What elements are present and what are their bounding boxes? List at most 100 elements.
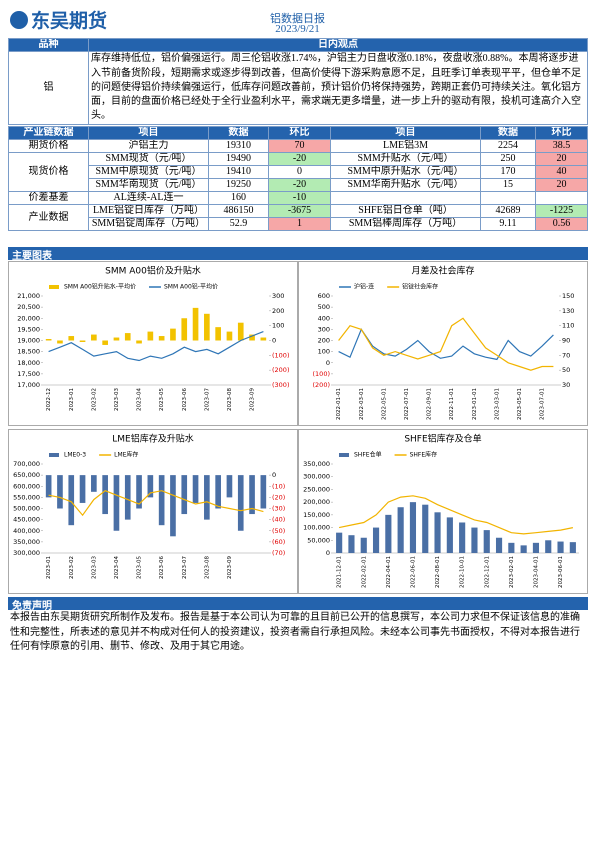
bar xyxy=(170,328,176,341)
legend-label: 沪铝-连 xyxy=(354,283,374,291)
change-cell: -20 xyxy=(268,178,331,192)
x-tick-label: 2023-09 xyxy=(227,556,233,579)
header-cell: 项目 xyxy=(330,126,481,140)
legend-swatch xyxy=(49,453,59,457)
header-cell: 环比 xyxy=(535,126,588,140)
bar xyxy=(204,313,210,341)
x-tick-label: 2021-12-01 xyxy=(337,556,343,588)
header-cell: 数据 xyxy=(480,126,536,140)
x-tick-label: 2023-04-01 xyxy=(533,556,539,588)
change-cell: -1225 xyxy=(535,204,588,218)
value-cell: 52.9 xyxy=(208,217,269,231)
report-date: 2023/9/21 xyxy=(275,23,320,35)
bar xyxy=(45,475,52,498)
bar xyxy=(124,475,131,520)
bar xyxy=(136,340,142,344)
x-tick-label: 2023-05-01 xyxy=(517,388,523,420)
item-cell: SHFE铝日仓单（吨） xyxy=(330,204,481,218)
bar xyxy=(79,475,86,503)
logo-icon xyxy=(10,10,28,29)
bar xyxy=(91,475,97,492)
bar xyxy=(348,535,355,553)
bar xyxy=(249,334,255,341)
y-tick-label: 650,000 xyxy=(13,471,40,479)
change-cell: 70 xyxy=(268,139,331,153)
bar xyxy=(215,327,221,341)
empty-cell xyxy=(480,191,536,205)
y-tick-label: (50) xyxy=(272,527,285,535)
chart-title: 月差及社会库存 xyxy=(411,265,474,277)
y-tick-label: 50 xyxy=(562,366,570,374)
row: SMM铝锭周库存（万吨） 52.9 1 SMM铝棒周库存（万吨） 9.11 0.56 xyxy=(9,217,588,231)
bar xyxy=(79,340,86,342)
header-cell: 产业链数据 xyxy=(8,126,89,140)
legend-label: 铝锭社会库存 xyxy=(402,283,438,291)
change-cell: -3675 xyxy=(268,204,331,218)
x-tick-label: 2023-02-01 xyxy=(509,556,515,588)
y-tick-label: 17,000 xyxy=(17,381,40,389)
y-tick-label: 250,000 xyxy=(303,485,330,493)
bar xyxy=(237,475,244,531)
legend-swatch xyxy=(49,285,59,289)
bar xyxy=(204,475,210,520)
row: 价差基差 AL连续-AL连一 160 -10 xyxy=(8,191,588,205)
y-tick-label: 200 xyxy=(318,337,330,345)
bar xyxy=(102,340,108,345)
value-cell: 19310 xyxy=(208,139,269,153)
item-cell: LME铝3M xyxy=(330,139,481,153)
chart-title: LME铝库存及升贴水 xyxy=(112,433,193,445)
bar xyxy=(483,530,490,553)
y-tick-label: 550,000 xyxy=(13,493,40,501)
y-tick-label: 19,000 xyxy=(17,337,40,345)
y-tick-label: 30 xyxy=(562,381,570,389)
item-cell: SMM华南现货（元/吨） xyxy=(88,178,209,192)
x-tick-label: 2023-01 xyxy=(46,556,52,579)
x-tick-label: 2022-02-01 xyxy=(361,556,367,588)
item-cell: LME铝锭日库存（万吨） xyxy=(88,204,209,218)
x-tick-label: 2023-03 xyxy=(91,556,97,579)
bar xyxy=(158,475,165,526)
line xyxy=(48,331,264,362)
bar xyxy=(113,475,120,531)
change-cell: 38.5 xyxy=(535,139,588,153)
x-tick-label: 2023-01 xyxy=(69,388,75,411)
y-tick-label: 20,000 xyxy=(17,314,40,322)
x-tick-label: 2022-05-01 xyxy=(381,388,387,420)
row: SMM华南现货（元/吨） 19250 -20 SMM华南升贴水（元/吨） 15 20 xyxy=(9,178,588,192)
report-title: 铝数据日报 xyxy=(270,13,325,25)
chart-title: SMM A00铝价及升贴水 xyxy=(105,265,201,277)
change-cell: -20 xyxy=(268,152,331,166)
y-tick-label: 100 xyxy=(318,348,330,356)
bar xyxy=(91,334,97,341)
row: 现货价格 SMM现货（元/吨） 19490 -20 SMM升贴水（元/吨） 250 20 xyxy=(8,152,588,192)
row: 铝库存维持低位，铝价偏强运行。周三伦铝收涨1.74%，沪铝主力日盘收涨0.18%… xyxy=(8,51,588,125)
y-tick-label: (30) xyxy=(272,505,285,513)
legend-label: SMM A00铝-平均价 xyxy=(164,283,218,291)
value-cell: 9.11 xyxy=(480,217,536,231)
legend-label: SHFE仓单 xyxy=(354,451,382,459)
bar xyxy=(360,537,367,553)
group-cell: 产业数据 xyxy=(8,204,89,231)
y-tick-label: 17,500 xyxy=(17,370,40,378)
y-tick-label: 350,000 xyxy=(13,538,40,546)
y-tick-label: (10) xyxy=(272,482,285,490)
y-tick-label: 450,000 xyxy=(13,516,40,524)
y-tick-label: (40) xyxy=(272,516,285,524)
x-tick-label: 2022-09-01 xyxy=(427,388,433,420)
group-cell: 现货价格 xyxy=(8,152,89,192)
item-cell: SMM中原现货（元/吨） xyxy=(88,165,209,179)
y-tick-label: 300 xyxy=(318,325,330,333)
x-tick-label: 2022-04-01 xyxy=(386,556,392,588)
y-tick-label: 0 xyxy=(326,549,330,557)
x-tick-label: 2023-07 xyxy=(182,556,188,579)
value-cell: 42689 xyxy=(480,204,536,218)
x-tick-label: 2023-04 xyxy=(114,556,120,579)
value-cell: 19250 xyxy=(208,178,269,192)
x-tick-label: 2022-06-01 xyxy=(410,556,416,588)
y-tick-label: 200,000 xyxy=(303,498,330,506)
y-tick-label: 300,000 xyxy=(303,473,330,481)
change-cell: 0.56 xyxy=(535,217,588,231)
header-cell: 品种 xyxy=(8,38,89,52)
bar xyxy=(397,507,404,553)
